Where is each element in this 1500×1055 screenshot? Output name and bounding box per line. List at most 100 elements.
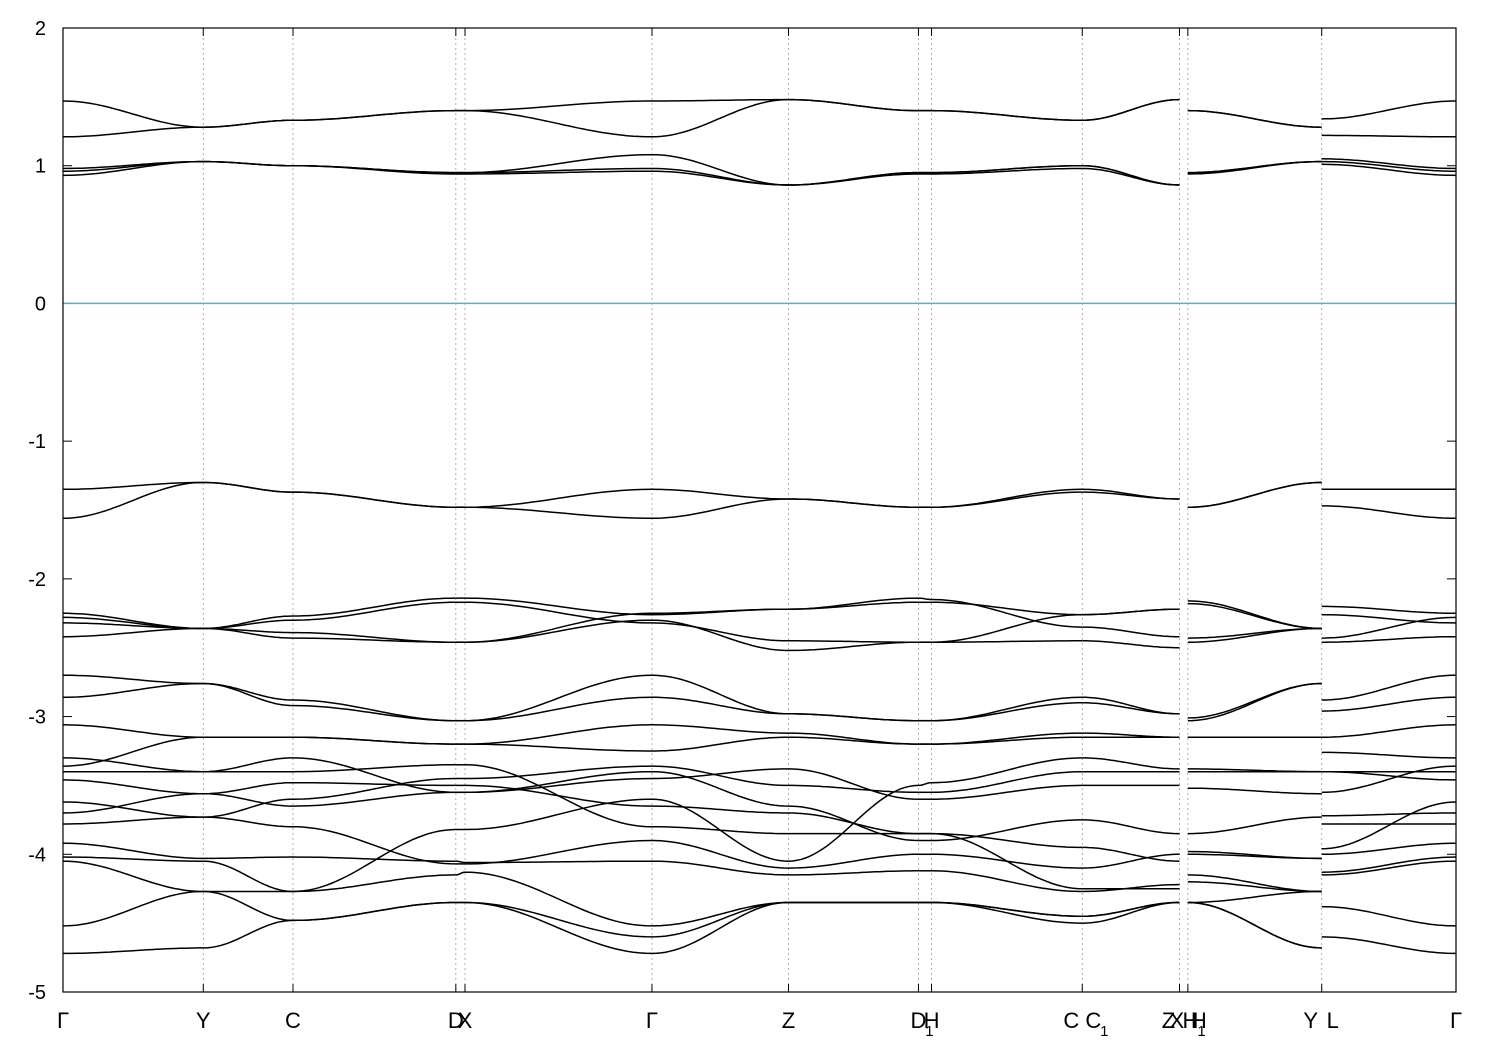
x-axis-tick-labels: Γ Y C DX Γ Z D1H C C1 Z H1X H Y L Γ — [57, 1008, 1462, 1040]
band-seg-0-20 — [63, 481, 204, 491]
band-seg-5-17 — [651, 608, 789, 616]
k-label-6: Z — [782, 1008, 795, 1033]
band-seg-5-21 — [651, 153, 789, 186]
band-seg-5-9 — [651, 825, 789, 835]
band-seg-1-4 — [203, 856, 293, 860]
band-seg-4-14 — [464, 696, 653, 722]
band-seg-4-25 — [465, 100, 652, 112]
k-label-8: H — [924, 1008, 940, 1033]
band-seg-11-1 — [1321, 936, 1456, 955]
band-seg-1-6 — [203, 792, 293, 807]
band-seg-2-23 — [293, 164, 456, 174]
band-seg-8-25 — [931, 109, 1083, 122]
band-seg-1-3 — [203, 860, 294, 893]
band-seg-0-24 — [63, 126, 204, 138]
band-seg-8-13 — [931, 702, 1083, 722]
band-seg-4-7 — [465, 765, 653, 780]
band-seg-4-23 — [465, 167, 652, 174]
band-seg-3-3 — [455, 871, 465, 876]
band-seg-8-12 — [931, 736, 1083, 745]
band-seg-2-2 — [292, 828, 456, 893]
band-seg-11-11 — [1321, 765, 1457, 794]
band-seg-7-2 — [918, 781, 932, 787]
band-seg-3-4 — [455, 860, 465, 864]
band-seg-5-8 — [652, 805, 789, 814]
band-seg-11-12 — [1321, 751, 1456, 759]
band-seg-5-1 — [651, 901, 789, 938]
band-seg-9-6 — [1082, 819, 1180, 835]
band-seg-11-17 — [1321, 605, 1456, 615]
band-seg-1-1 — [203, 890, 294, 922]
band-seg-2-16 — [293, 631, 456, 643]
band-seg-4-12 — [465, 724, 653, 745]
k-label-17: Γ — [1450, 1008, 1462, 1033]
k-label-sub-10: 1 — [1100, 1023, 1108, 1040]
band-seg-4-15 — [464, 619, 652, 643]
band-seg-9-14 — [1082, 696, 1180, 715]
band-seg-6-14 — [788, 713, 919, 722]
band-seg-2-3 — [292, 874, 456, 893]
band-seg-11-20 — [1321, 505, 1457, 520]
k-label-sub-12: 1 — [1197, 1023, 1205, 1040]
band-seg-0-8 — [62, 779, 204, 795]
band-seg-0-18 — [63, 612, 204, 630]
band-seg-6-23 — [788, 171, 919, 186]
band-seg-10-3 — [1187, 890, 1322, 904]
band-seg-10-13 — [1187, 682, 1322, 722]
band-seg-6-18 — [788, 640, 919, 643]
band-seg-8-3 — [931, 901, 1083, 924]
band-seg-2-6 — [292, 791, 456, 807]
band-seg-11-18 — [1321, 613, 1456, 624]
band-seg-8-22 — [931, 167, 1083, 175]
band-seg-1-20 — [203, 481, 293, 493]
plot-frame — [62, 27, 1457, 993]
band-seg-6-15 — [788, 641, 919, 652]
band-seg-4-21 — [465, 153, 652, 174]
band-seg-6-20 — [788, 498, 919, 508]
band-seg-0-3 — [62, 856, 204, 862]
band-seg-4-0 — [464, 901, 653, 955]
band-seg-8-4 — [931, 870, 1083, 893]
band-seg-4-17 — [464, 597, 653, 616]
band-seg-2-17 — [293, 597, 456, 617]
band-seg-9-1 — [1082, 901, 1180, 918]
band-seg-11-0 — [1321, 905, 1457, 927]
band-seg-0-10 — [63, 736, 204, 767]
k-label-16: L — [1327, 1008, 1339, 1033]
band-seg-5-24 — [651, 98, 789, 138]
band-seg-4-9 — [464, 764, 653, 828]
band-seg-6-16 — [788, 597, 919, 610]
band-seg-10-8 — [1187, 850, 1322, 860]
y-tick-label-5: -3 — [28, 707, 46, 729]
k-label-7: D — [910, 1008, 926, 1033]
band-seg-11-16 — [1321, 616, 1457, 639]
band-seg-2-8 — [293, 781, 456, 787]
band-seg-0-15 — [63, 627, 204, 638]
band-seg-8-18 — [931, 613, 1083, 643]
k-label-15: Y — [1303, 1008, 1318, 1033]
y-tick-label-4: -2 — [28, 569, 46, 591]
y-tick-label-6: -4 — [28, 844, 46, 866]
k-label-1: Y — [196, 1008, 211, 1033]
y-tick-label-1: 1 — [35, 156, 46, 178]
band-seg-11-15 — [1321, 635, 1456, 643]
band-seg-11-3 — [1321, 860, 1456, 876]
y-tick-label-2: 0 — [35, 293, 46, 315]
k-label-3: D — [448, 1008, 464, 1033]
band-seg-10-11 — [1187, 787, 1322, 795]
band-seg-5-5 — [651, 839, 789, 869]
band-seg-8-17 — [931, 601, 1083, 616]
band-seg-10-14 — [1187, 682, 1322, 719]
band-seg-11-21 — [1321, 158, 1457, 170]
band-seg-5-4 — [652, 860, 789, 876]
band-seg-4-3 — [464, 871, 653, 927]
band-seg-8-1 — [931, 901, 1083, 918]
band-seg-10-18 — [1187, 602, 1322, 630]
band-seg-9-18 — [1082, 608, 1180, 616]
band-seg-11-7 — [1321, 770, 1456, 781]
band-seg-9-3 — [1082, 901, 1180, 924]
band-seg-0-1 — [62, 890, 204, 927]
band-seg-9-15 — [1082, 640, 1180, 649]
band-seg-0-5 — [63, 816, 204, 825]
